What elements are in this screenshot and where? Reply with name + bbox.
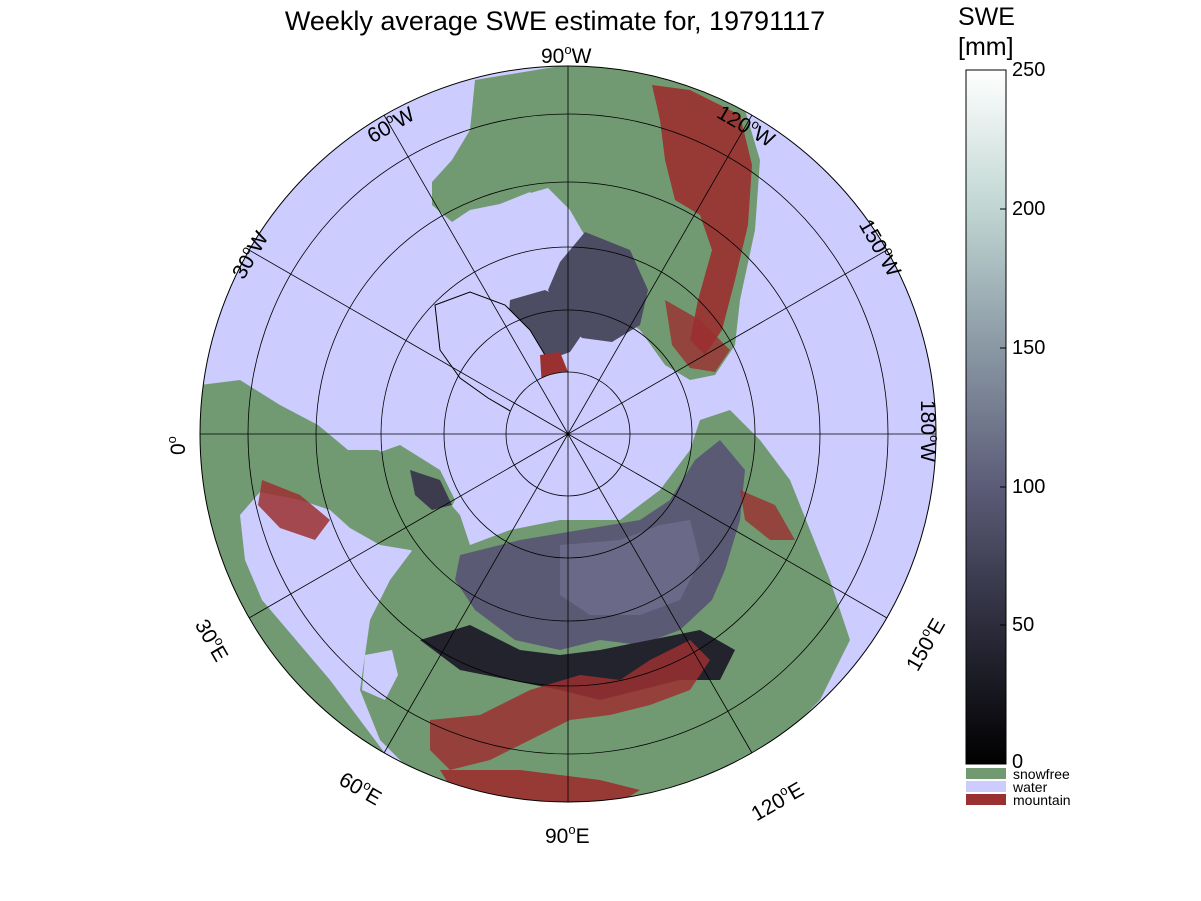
legend-swatch-water (966, 781, 1006, 792)
east-asia-mountain (740, 490, 795, 540)
colorbar-title-line1: SWE (958, 3, 1015, 31)
colorbar-tick-label: 250 (1012, 59, 1046, 81)
legend-swatch-snowfree (966, 768, 1006, 779)
asia-mountain-belt (430, 640, 710, 770)
colorbar-tick-label: 100 (1012, 476, 1046, 498)
map-boundary (199, 65, 937, 803)
legend-label-mountain: mountain (1013, 792, 1071, 808)
legend-label-water: water (1013, 779, 1048, 795)
lon-label-180w: 180oW (916, 400, 942, 463)
legend-label-snowfree: snowfree (1013, 766, 1070, 782)
lon-label-90e: 90oE (545, 822, 590, 848)
map-title: Weekly average SWE estimate for, 1979111… (284, 6, 826, 36)
europe-mountain (258, 480, 330, 540)
legend-swatch-mountain (966, 794, 1006, 805)
colorbar-title: SWE [mm] (958, 2, 1015, 62)
rockies-mountain (652, 85, 752, 355)
alaska-mountain (665, 300, 730, 372)
colorbar-tick-label: 200 (1012, 198, 1046, 220)
caspian-sea (362, 650, 398, 700)
colorbar-ticks (1000, 69, 1006, 765)
colorbar-gradient (965, 69, 1007, 765)
colorbar-tick-label: 50 (1012, 614, 1035, 636)
mediterranean-water (248, 520, 318, 580)
meridian-lines (200, 66, 936, 802)
map-disc (199, 65, 937, 803)
lon-label-0: 0o (164, 436, 190, 455)
swe-colorbar (965, 69, 1007, 805)
colorbar-tick-label: 0 (1012, 751, 1024, 773)
scandinavia-snow (410, 470, 452, 510)
colorbar-title-line2: [mm] (958, 33, 1014, 61)
siberia-deep-snow (560, 520, 700, 615)
colorbar-tick-label: 150 (1012, 337, 1046, 359)
lon-label-90w: 90oW (541, 42, 592, 68)
